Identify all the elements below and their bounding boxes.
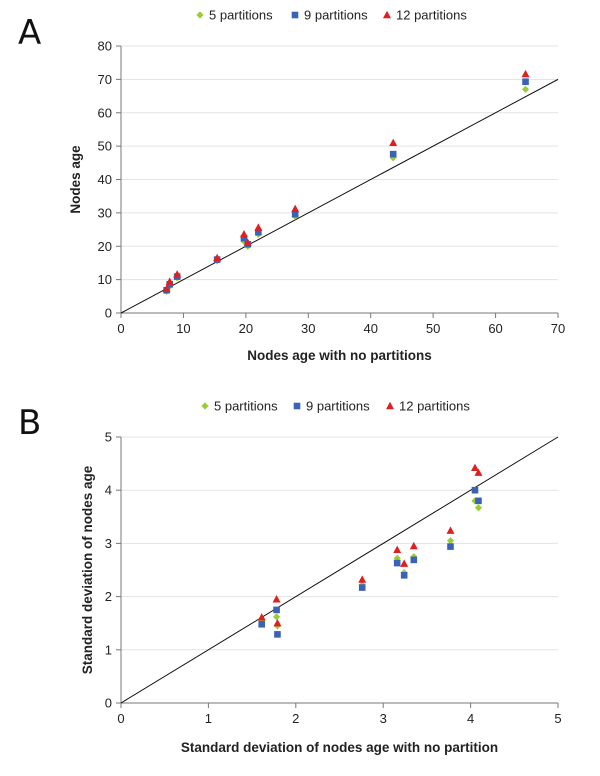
data-point: [273, 619, 282, 627]
x-tick-label: 1: [205, 711, 212, 726]
y-tick-label: 3: [105, 536, 112, 551]
y-axis-label: Nodes age: [68, 145, 83, 214]
y-tick-label: 2: [105, 589, 112, 604]
panel-a: A 0 10 20 30 40 50 60 70 80 0 10 20 30 40 50 60 70 5 parti…: [18, 8, 565, 364]
legend-label-2: 9 partitions: [304, 8, 368, 23]
y-axis-label: Standard deviation of nodes age: [80, 465, 95, 674]
data-point: [291, 204, 300, 213]
series-1: [258, 497, 483, 630]
data-point: [243, 238, 252, 246]
legend-marker-3: [383, 10, 391, 19]
x-tick-label: 0: [117, 321, 124, 336]
y-tick-label: 80: [98, 39, 112, 54]
data-point: [162, 284, 171, 293]
data-point: [213, 253, 222, 262]
data-point: [254, 223, 263, 231]
x-tick-label: 20: [239, 321, 253, 336]
data-point: [358, 584, 366, 591]
series-3: [162, 69, 530, 293]
data-point: [291, 210, 299, 218]
x-tick-label: 10: [176, 321, 190, 336]
y-tick-label: 10: [98, 272, 112, 287]
data-point: [521, 85, 530, 93]
legend-label-1: 5 partitions: [209, 8, 273, 23]
y-tick-label: 4: [105, 483, 112, 498]
series-1: [162, 85, 530, 295]
data-point: [400, 572, 408, 579]
series-2: [163, 78, 529, 294]
data-point: [173, 270, 182, 278]
data-point: [239, 230, 248, 238]
y-tick-label: 30: [98, 205, 112, 220]
x-tick-label: 60: [488, 321, 502, 336]
data-point: [447, 543, 454, 550]
x-tick-label: 4: [467, 711, 474, 726]
y-tick-label: 0: [105, 306, 112, 321]
data-point: [471, 486, 479, 494]
legend-label-2: 9 partitions: [306, 399, 370, 414]
y-tick-label: 60: [98, 105, 112, 120]
panel-b: B 0 1 2 3 4 5 0 1 2 3 4 5 5 partitions 9 partitions 12 …: [18, 399, 562, 756]
data-point: [474, 468, 483, 476]
data-point: [240, 234, 248, 242]
legend-label-3: 12 partitions: [396, 8, 467, 23]
data-point: [446, 526, 455, 534]
data-point: [522, 78, 529, 86]
data-point: [389, 150, 397, 158]
legend-marker-1: [201, 402, 209, 410]
data-point: [410, 556, 418, 564]
x-tick-label: 3: [380, 711, 387, 726]
data-point: [393, 559, 401, 567]
data-point: [358, 575, 367, 583]
x-tick-label: 2: [292, 711, 299, 726]
y-tick-label: 70: [98, 72, 112, 87]
reference-line: [120, 78, 559, 314]
y-tick-label: 1: [105, 642, 112, 657]
legend-label-3: 12 partitions: [399, 399, 470, 414]
data-point: [389, 138, 398, 146]
panel-label-a: A: [18, 13, 41, 53]
data-point: [470, 463, 479, 472]
y-tick-label: 0: [105, 696, 112, 711]
series-2: [258, 486, 482, 638]
x-axis-label: Nodes age with no partitions: [247, 348, 432, 363]
data-point: [257, 613, 266, 621]
data-point: [475, 497, 482, 505]
y-tick-label: 5: [105, 430, 112, 445]
data-point: [272, 595, 281, 603]
data-point: [389, 154, 397, 162]
data-point: [273, 606, 280, 614]
legend-marker-2: [293, 402, 301, 410]
x-tick-label: 70: [551, 321, 565, 336]
legend-label-1: 5 partitions: [214, 399, 278, 414]
x-tick-label: 5: [554, 711, 561, 726]
panel-label-b: B: [18, 403, 41, 443]
legend-marker-3: [386, 401, 394, 410]
x-tick-label: 30: [301, 321, 315, 336]
data-point: [255, 228, 262, 236]
data-point: [521, 69, 530, 78]
x-tick-label: 40: [363, 321, 377, 336]
data-point: [393, 545, 402, 553]
data-point: [274, 631, 281, 638]
data-point: [165, 277, 174, 285]
data-point: [258, 620, 266, 628]
y-tick-label: 20: [98, 239, 112, 254]
y-tick-label: 40: [98, 172, 112, 187]
data-point: [409, 541, 418, 550]
x-tick-label: 0: [117, 711, 124, 726]
data-point: [446, 537, 455, 545]
data-point: [272, 613, 281, 621]
x-tick-label: 50: [426, 321, 440, 336]
data-point: [471, 497, 479, 505]
reference-line: [120, 436, 559, 704]
data-point: [474, 504, 483, 512]
legend-marker-1: [196, 11, 204, 19]
y-tick-label: 50: [98, 139, 112, 154]
legend-marker-2: [291, 11, 299, 19]
series-3: [257, 463, 483, 627]
data-point: [400, 559, 409, 567]
x-axis-label: Standard deviation of nodes age with no …: [181, 740, 498, 755]
